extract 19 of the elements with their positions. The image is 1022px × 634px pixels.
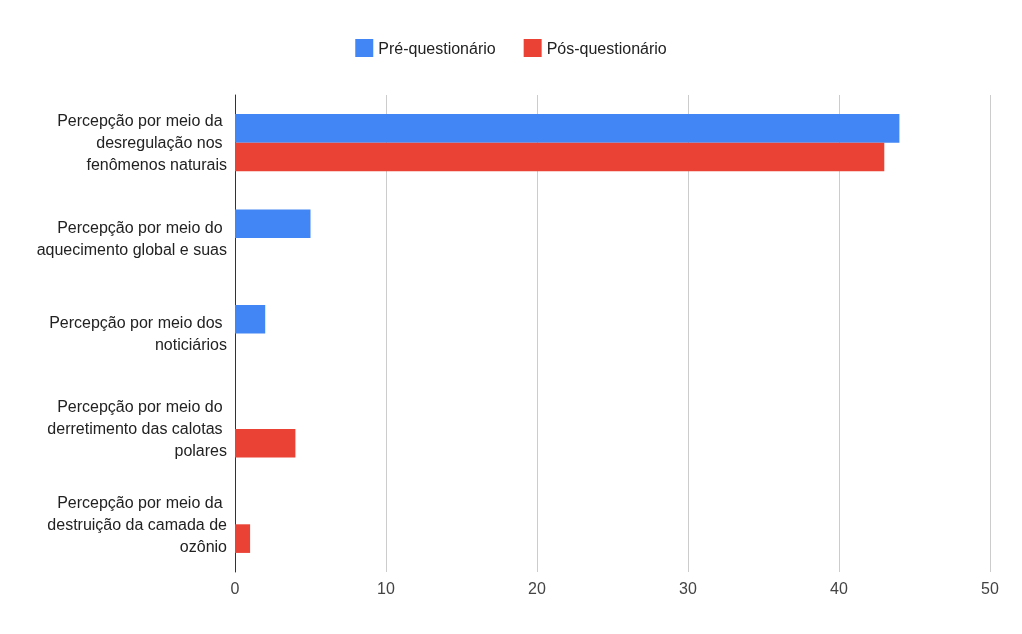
bar: [235, 114, 900, 143]
x-tick-label: 20: [528, 579, 546, 597]
y-tick-label: Percepção por meio da destruição da camada de ozônio: [47, 493, 228, 555]
x-tick-label: 30: [679, 579, 697, 597]
y-tick-label: Percepção por meio do aquecimento global e suas: [36, 218, 227, 258]
x-tick-label: 0: [230, 579, 240, 597]
y-tick-label: Percepção por meio do derretimento das calotas polares: [47, 398, 227, 460]
x-tick-label: 10: [377, 579, 395, 597]
legend-label: Pré-questionário: [378, 39, 496, 57]
bar: [235, 209, 311, 239]
bar: [235, 304, 266, 334]
x-tick-label: 50: [981, 579, 999, 597]
bar: [235, 142, 885, 172]
legend-label: Pós-questionário: [546, 39, 667, 57]
bar: [235, 428, 296, 458]
x-tick-label: 40: [830, 579, 848, 597]
bar: [235, 524, 251, 553]
y-tick-label: Percepção por meio da desregulação nos fenômenos naturais: [57, 112, 227, 174]
y-tick-label: Percepção por meio dos noticiários: [49, 314, 227, 353]
